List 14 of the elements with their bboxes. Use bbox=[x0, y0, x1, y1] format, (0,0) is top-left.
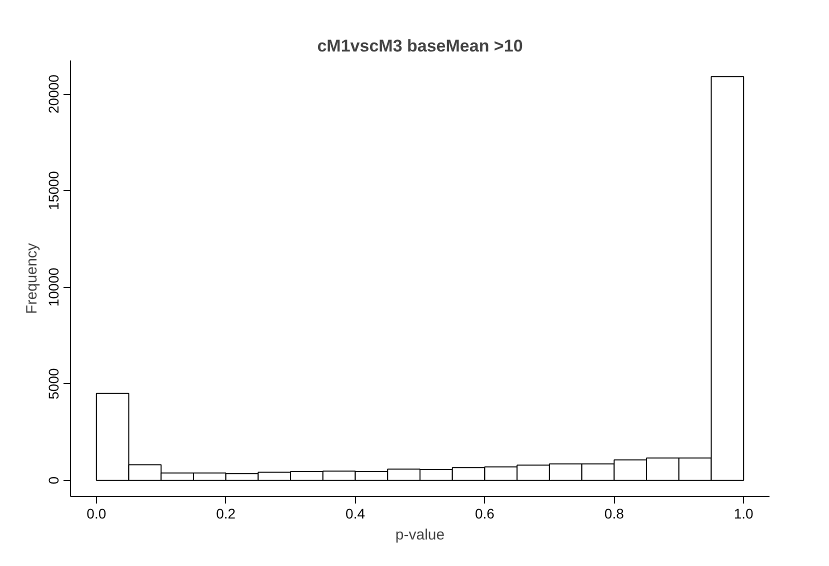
y-axis-title: Frequency bbox=[24, 242, 40, 314]
y-tick-label: 0 bbox=[46, 476, 62, 484]
y-tick-label: 5000 bbox=[46, 368, 62, 400]
chart-title: cM1vscM3 baseMean >10 bbox=[317, 36, 523, 56]
x-axis-title: p-value bbox=[395, 526, 445, 544]
x-tick-label: 0.6 bbox=[474, 506, 495, 522]
x-tick-label: 0.0 bbox=[86, 506, 106, 522]
y-tick-label: 15000 bbox=[46, 170, 62, 210]
x-tick-label: 0.2 bbox=[216, 506, 236, 522]
x-tick-label: 0.4 bbox=[346, 506, 366, 522]
x-tick-label: 1.0 bbox=[734, 506, 754, 522]
y-tick-label: 10000 bbox=[46, 268, 62, 307]
x-tick-label: 0.8 bbox=[604, 506, 624, 522]
y-tick-label: 20000 bbox=[46, 74, 62, 114]
